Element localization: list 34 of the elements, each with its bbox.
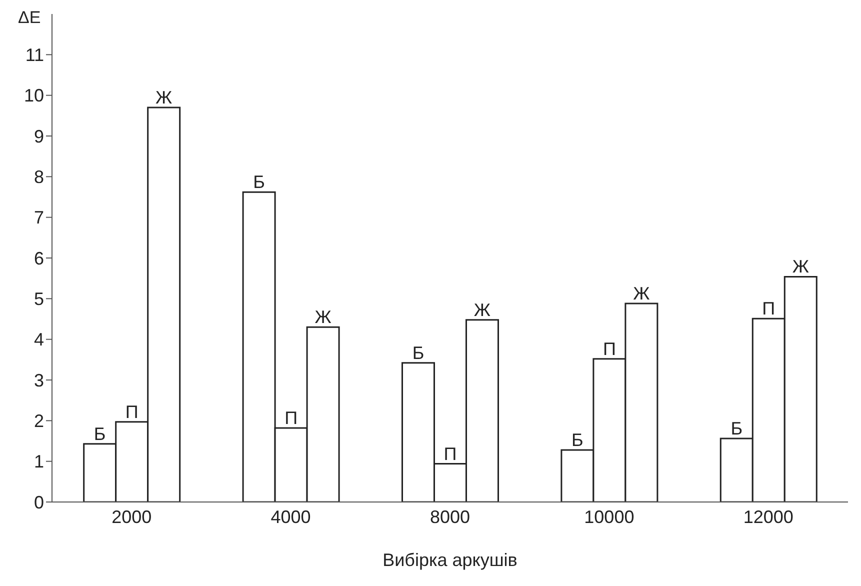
y-tick-label: 5 — [34, 289, 44, 310]
text: Б — [730, 418, 743, 439]
y-tick-label: 8 — [34, 167, 44, 188]
y-tick-label: 7 — [34, 208, 44, 228]
y-tick-label: 11 — [25, 45, 44, 66]
y-axis-title: ΔE — [18, 8, 41, 28]
series-label: Ж — [156, 88, 173, 108]
y-tick-label: 4 — [34, 330, 44, 350]
x-tick-label: 10000 — [584, 506, 634, 527]
y-tick-label: 9 — [34, 126, 44, 146]
text: Б — [572, 430, 584, 450]
y-tick-label: 6 — [34, 248, 44, 268]
y-tick-label: 2 — [34, 411, 44, 432]
text: Б — [253, 172, 265, 192]
text: Ж — [792, 256, 809, 277]
text: П — [444, 444, 457, 464]
text: Б — [412, 342, 424, 363]
y-tick-label: 10 — [24, 86, 44, 106]
text: Ж — [314, 307, 332, 328]
text: Ж — [633, 284, 650, 304]
x-tick-label: 8000 — [430, 506, 470, 527]
y-tick-label: 3 — [34, 370, 44, 390]
text: Ж — [474, 300, 491, 320]
text: П — [284, 408, 298, 428]
x-axis-title: Вибірка аркушів — [382, 550, 518, 570]
x-tick-label: 12000 — [743, 506, 794, 527]
x-tick-label: 2000 — [112, 506, 152, 527]
x-tick-label: 4000 — [270, 506, 311, 527]
text: П — [602, 338, 616, 359]
y-tick-label: 1 — [34, 452, 44, 472]
series-label: П — [125, 402, 138, 422]
series-label: Б — [94, 424, 106, 444]
text: П — [762, 298, 776, 319]
y-tick-label: 0 — [34, 492, 44, 512]
